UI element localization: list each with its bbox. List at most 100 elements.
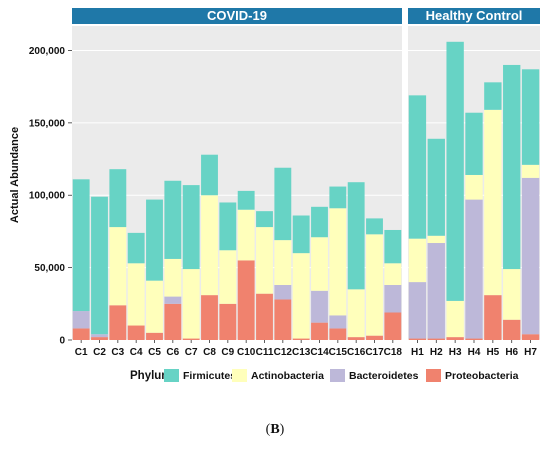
x-tick-label: C11 — [256, 347, 274, 358]
x-tick-label: C17 — [365, 347, 384, 358]
bar-segment-proteobacteria — [427, 338, 445, 340]
bar-segment-bacteroidetes — [329, 315, 347, 329]
facet-strip — [408, 8, 540, 24]
bar-segment-proteobacteria — [521, 334, 540, 340]
x-tick-label: C9 — [221, 347, 234, 358]
x-tick-label: C3 — [111, 347, 124, 358]
facet-strip — [72, 8, 402, 24]
bar-segment-bacteroidetes — [72, 311, 90, 329]
bar-segment-firmicutes — [503, 64, 521, 270]
bar-segment-actinobacteria — [201, 195, 218, 296]
bar-segment-proteobacteria — [109, 305, 127, 340]
bar-segment-proteobacteria — [311, 322, 328, 340]
x-tick-label: H6 — [505, 347, 518, 358]
x-tick-label: C13 — [292, 347, 311, 358]
bar-segment-firmicutes — [164, 180, 182, 259]
y-axis-title: Actual Abundance — [9, 127, 21, 223]
x-tick-label: H2 — [430, 347, 443, 358]
bar-segment-firmicutes — [427, 138, 445, 236]
y-tick-label: 100,000 — [29, 191, 66, 202]
bar-segment-bacteroidetes — [408, 282, 427, 339]
legend-label-proteobacteria: Proteobacteria — [445, 370, 519, 382]
x-tick-label: C4 — [130, 347, 143, 358]
bar-segment-firmicutes — [182, 185, 200, 270]
legend-swatch-bacteroidetes — [330, 369, 345, 382]
bar-segment-actinobacteria — [427, 235, 445, 244]
bar-segment-proteobacteria — [146, 332, 163, 340]
bar-segment-actinobacteria — [311, 237, 328, 291]
legend-label-firmicutes: Firmicutes — [183, 370, 236, 382]
legend: Phylum Firmicutes Actinobacteria Bacteroid… — [130, 369, 519, 382]
y-tick-label: 200,000 — [29, 46, 66, 57]
x-tick-label: H7 — [524, 347, 537, 358]
x-axis: C1 C2 C3 C4 C5 C6 C7 C8 C9 C10 C11 C12 C13 C14 C15 C16 C… — [75, 340, 537, 358]
bar-segment-actinobacteria — [219, 250, 237, 304]
bar-segment-firmicutes — [127, 232, 145, 264]
bar-segment-firmicutes — [256, 211, 273, 228]
bar-segment-proteobacteria — [484, 295, 502, 340]
bar-segment-bacteroidetes — [274, 284, 292, 300]
panel-background — [72, 26, 402, 340]
bar-segment-actinobacteria — [256, 227, 273, 294]
legend-label-bacteroidetes: Bacteroidetes — [349, 370, 419, 382]
bar-segment-bacteroidetes — [311, 290, 328, 323]
facet-strips: COVID-19 Healthy Control — [72, 8, 540, 24]
x-tick-label: C16 — [347, 347, 366, 358]
bar-segment-proteobacteria — [164, 303, 182, 340]
bar-segment-firmicutes — [311, 206, 328, 238]
bar-segment-proteobacteria — [72, 328, 90, 340]
y-tick-label: 50,000 — [34, 263, 65, 274]
x-tick-label: C2 — [93, 347, 106, 358]
x-tick-label: H4 — [468, 347, 481, 358]
bar-segment-firmicutes — [146, 199, 163, 281]
bar-segment-proteobacteria — [408, 338, 427, 340]
bar-segment-firmicutes — [91, 196, 108, 335]
bar-segment-proteobacteria — [329, 328, 347, 340]
x-tick-label: H3 — [449, 347, 462, 358]
legend-swatch-actinobacteria — [232, 369, 247, 382]
bars-layer — [72, 41, 540, 340]
legend-swatch-firmicutes — [164, 369, 179, 382]
x-tick-label: H1 — [411, 347, 424, 358]
bar-segment-actinobacteria — [484, 109, 502, 296]
x-tick-label: C5 — [148, 347, 161, 358]
bar-segment-proteobacteria — [292, 338, 310, 340]
caption-letter: B — [270, 422, 280, 437]
bar-segment-proteobacteria — [384, 312, 402, 340]
bar-segment-firmicutes — [408, 95, 427, 239]
bar-segment-firmicutes — [72, 179, 90, 312]
bar-segment-actinobacteria — [237, 209, 255, 261]
bar-segment-actinobacteria — [146, 280, 163, 333]
bar-segment-firmicutes — [292, 215, 310, 254]
legend-label-actinobacteria: Actinobacteria — [251, 370, 324, 382]
bar-segment-firmicutes — [201, 154, 218, 196]
bar-segment-actinobacteria — [408, 238, 427, 283]
bar-segment-proteobacteria — [237, 260, 255, 340]
bar-segment-bacteroidetes — [427, 243, 445, 339]
bar-segment-bacteroidetes — [91, 334, 108, 338]
bar-segment-proteobacteria — [503, 319, 521, 340]
figure-caption: (B) — [265, 422, 285, 437]
bar-segment-actinobacteria — [182, 269, 200, 339]
bar-segment-proteobacteria — [446, 337, 464, 340]
bar-segment-bacteroidetes — [465, 199, 483, 339]
bar-segment-actinobacteria — [465, 174, 483, 200]
bar-segment-firmicutes — [347, 182, 365, 290]
bar-segment-actinobacteria — [384, 263, 402, 285]
bar-segment-firmicutes — [109, 169, 127, 228]
bar-segment-firmicutes — [274, 167, 292, 241]
bar-segment-proteobacteria — [366, 335, 383, 340]
x-tick-label: C7 — [185, 347, 198, 358]
bar-segment-actinobacteria — [127, 263, 145, 326]
y-tick-label: 150,000 — [29, 118, 66, 129]
bar-segment-actinobacteria — [347, 289, 365, 338]
bar-segment-proteobacteria — [182, 338, 200, 340]
bar-segment-firmicutes — [446, 41, 464, 301]
bar-segment-proteobacteria — [127, 325, 145, 340]
x-tick-label: C1 — [75, 347, 88, 358]
x-tick-label: C14 — [310, 347, 329, 358]
x-tick-label: C6 — [166, 347, 179, 358]
bar-segment-firmicutes — [329, 186, 347, 209]
bar-segment-proteobacteria — [256, 293, 273, 340]
